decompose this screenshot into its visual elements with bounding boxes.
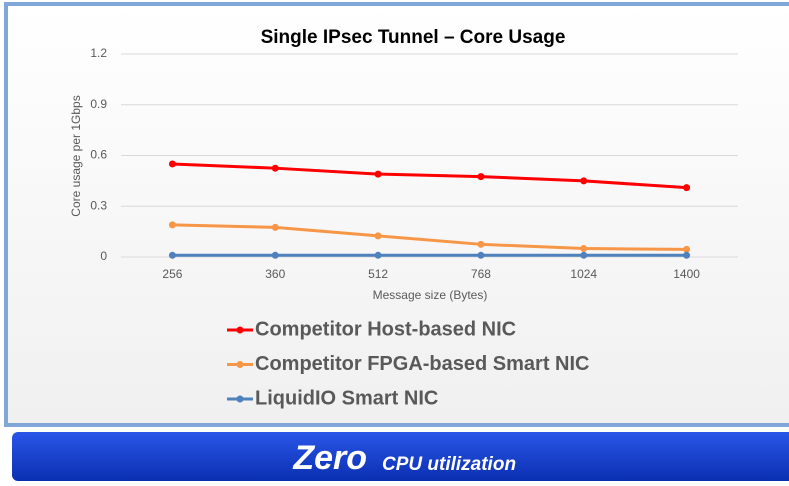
legend-marker: [236, 326, 244, 334]
legend-marker: [236, 395, 244, 403]
data-point: [683, 251, 691, 259]
series-line: [172, 223, 687, 251]
data-point: [580, 177, 588, 185]
data-point: [683, 245, 691, 253]
data-point: [168, 160, 176, 168]
data-point: [271, 164, 279, 172]
y-tick-label: 0.3: [90, 198, 107, 212]
x-tick-label: 768: [471, 267, 491, 281]
banner-text: CPU utilization: [382, 454, 516, 475]
y-tick-label: 0.9: [90, 97, 107, 111]
x-tick-label: 512: [368, 267, 388, 281]
chart-frame: [4, 2, 789, 427]
data-point: [168, 251, 176, 259]
legend-label: Competitor Host-based NIC: [255, 318, 516, 340]
data-point: [168, 221, 176, 229]
data-point: [477, 251, 485, 259]
legend-label: LiquidIO Smart NIC: [255, 387, 438, 409]
legend-label: Competitor FPGA-based Smart NIC: [255, 353, 589, 375]
x-tick-label: 256: [162, 267, 182, 281]
data-point: [374, 232, 382, 240]
series-line: [172, 162, 687, 190]
chart-title: Single IPsec Tunnel – Core Usage: [261, 27, 566, 48]
data-point: [477, 240, 485, 248]
data-point: [374, 170, 382, 178]
data-point: [683, 184, 691, 192]
data-point: [477, 173, 485, 181]
y-tick-label: 0.6: [90, 148, 107, 162]
banner-emphasis: Zero: [292, 439, 367, 477]
banner: [12, 432, 789, 481]
legend-marker: [236, 361, 244, 368]
x-axis-label: Message size (Bytes): [373, 288, 488, 302]
data-point: [580, 245, 588, 253]
data-point: [580, 251, 588, 259]
x-tick-label: 360: [265, 267, 285, 281]
data-point: [271, 251, 279, 259]
data-point: [374, 251, 382, 259]
y-tick-label: 1.2: [90, 46, 107, 60]
y-axis-label: Core usage per 1Gbps: [69, 95, 83, 216]
data-point: [271, 223, 279, 231]
x-tick-label: 1024: [570, 267, 597, 281]
y-tick-label: 0: [100, 249, 107, 263]
x-tick-label: 1400: [673, 267, 700, 281]
